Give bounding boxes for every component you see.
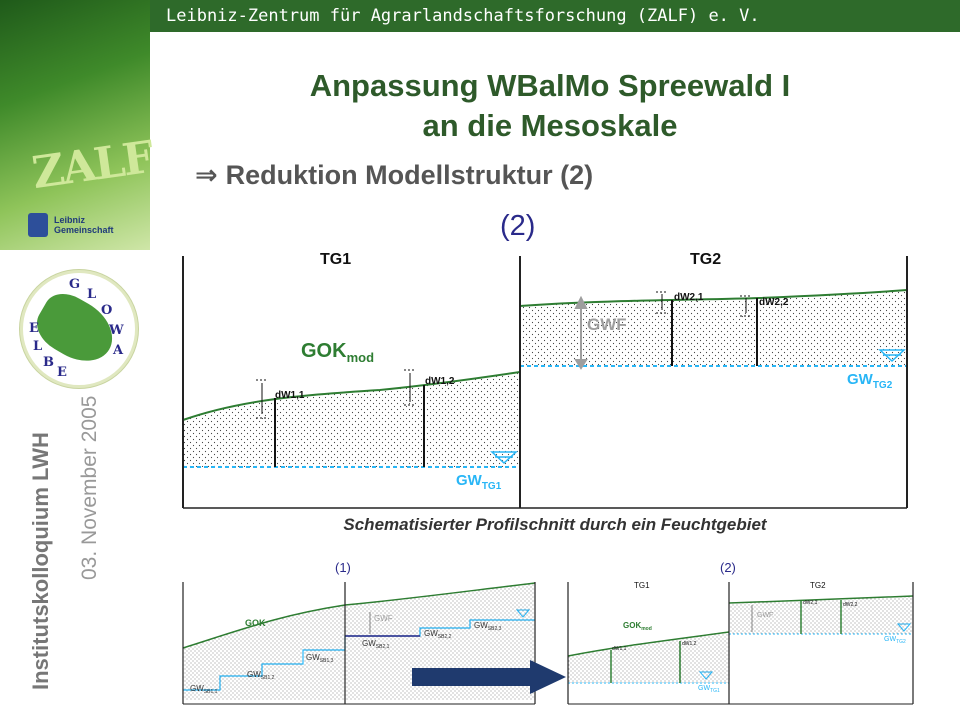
sidebar: ZALF Leibniz Gemeinschaft G L O W A E L … bbox=[0, 0, 155, 720]
dw21-label: dW2,1 bbox=[674, 292, 704, 303]
thumb2-gw-tg2: GWTG2 bbox=[884, 636, 906, 645]
leibniz-mark-icon bbox=[28, 213, 48, 237]
leibniz-logo: Leibniz Gemeinschaft bbox=[28, 213, 138, 243]
glowa-letter: G bbox=[69, 277, 81, 292]
tg1-soil-area bbox=[183, 372, 520, 467]
transition-arrow-icon bbox=[412, 660, 566, 694]
subtitle-text: Reduktion Modellstruktur (2) bbox=[225, 160, 594, 190]
gw-tg2-main: GW bbox=[847, 371, 874, 388]
subtitle: ⇒ Reduktion Modellstruktur (2) bbox=[195, 160, 593, 191]
thumb1-gw-6-main: GW bbox=[474, 621, 488, 630]
thumb2-gw-tg2-sub: TG2 bbox=[896, 639, 906, 645]
tg2-ground-surface bbox=[519, 289, 908, 307]
thumb1-label: (1) bbox=[335, 560, 351, 575]
tg1-ground-surface bbox=[182, 371, 521, 421]
diagram-caption: Schematisierter Profilschnitt durch ein … bbox=[343, 515, 767, 534]
dw12-marker bbox=[404, 369, 416, 406]
thumb2-gwf: GWF bbox=[757, 612, 773, 619]
thumb1-gw-1-sub: SB1,1 bbox=[204, 689, 218, 695]
tg2-label: TG2 bbox=[690, 251, 721, 268]
thumb2-gok: GOKmod bbox=[623, 621, 652, 632]
thumb2-tg1: TG1 bbox=[634, 581, 650, 590]
page-title: Anpassung WBalMo Spreewald I an die Meso… bbox=[200, 66, 900, 146]
thumb2-gw-tg1: GWTG1 bbox=[698, 685, 720, 694]
gw-tg2-sub: TG2 bbox=[873, 380, 893, 391]
thumb1-gw-1: GWSB1,1 bbox=[190, 684, 218, 695]
thumb1-gw-4: GWSB2,1 bbox=[362, 639, 390, 650]
gw-tg1-sub: TG1 bbox=[482, 481, 502, 492]
elbe-letter: E bbox=[57, 365, 67, 380]
dw21-marker bbox=[656, 291, 668, 314]
gok-label-sub: mod bbox=[347, 350, 375, 365]
thumb1-gw-1-main: GW bbox=[190, 684, 204, 693]
glowa-letter: W bbox=[109, 323, 124, 338]
thumb2-gok-sub: mod bbox=[641, 626, 652, 632]
thumb1-gw-6-sub: SB2,3 bbox=[488, 626, 502, 632]
glowa-letter: A bbox=[113, 343, 124, 358]
gw-tg1-water-level-icon bbox=[490, 451, 518, 465]
tg1-label: TG1 bbox=[320, 251, 351, 268]
thumb1-gwf: GWF bbox=[374, 614, 393, 623]
thumb2-gok-main: GOK bbox=[623, 621, 641, 630]
thumb1-gw-5-main: GW bbox=[424, 629, 438, 638]
thumb2-tg2: TG2 bbox=[810, 581, 826, 590]
thumb1-gw-4-main: GW bbox=[362, 639, 376, 648]
dw22-label: dW2,2 bbox=[759, 297, 789, 308]
tg2-soil-area bbox=[520, 290, 907, 366]
thumb1-gw-2: GWSB1,2 bbox=[247, 670, 275, 681]
thumb1-gw-3-main: GW bbox=[306, 653, 320, 662]
gw-tg1-main: GW bbox=[456, 472, 483, 489]
glowa-letter: O bbox=[101, 303, 113, 318]
thumb1-gw-2-sub: SB1,2 bbox=[261, 675, 275, 681]
thumb2-dw11: dW1,1 bbox=[612, 646, 627, 652]
zalf-logo-panel: ZALF Leibniz Gemeinschaft bbox=[0, 0, 155, 250]
thumb1-gw-3: GWSB1,3 bbox=[306, 653, 334, 664]
implies-arrow-icon: ⇒ bbox=[195, 160, 218, 191]
thumb1-gw-5-sub: SB2,2 bbox=[438, 634, 452, 640]
leibniz-line2: Gemeinschaft bbox=[54, 225, 114, 235]
dw12-label: dW1,2 bbox=[425, 376, 455, 387]
dw11-marker bbox=[256, 379, 268, 419]
glowa-elbe-logo: G L O W A E L B E bbox=[20, 270, 138, 388]
thumb2-label: (2) bbox=[720, 560, 736, 575]
thumb1-gw-5: GWSB2,2 bbox=[424, 629, 452, 640]
leibniz-line1: Leibniz bbox=[54, 215, 85, 225]
thumb1-gw-6: GWSB2,3 bbox=[474, 621, 502, 632]
thumb2-dw12: dW1,2 bbox=[682, 641, 697, 647]
thumb1-gw-4-sub: SB2,1 bbox=[376, 644, 390, 650]
gwf-label: GWF bbox=[587, 315, 627, 334]
thumb2-gw-tg2-main: GW bbox=[884, 636, 896, 643]
gwf-arrow bbox=[574, 295, 588, 370]
thumb1-gok: GOK bbox=[245, 618, 266, 628]
gw-tg1-label: GWTG1 bbox=[456, 472, 502, 492]
dw22-marker bbox=[740, 295, 752, 317]
institute-header: Leibniz-Zentrum für Agrarlandschaftsfors… bbox=[150, 0, 960, 32]
title-line1: Anpassung WBalMo Spreewald I bbox=[309, 68, 791, 103]
dw11-label: dW1,1 bbox=[275, 390, 305, 401]
elbe-letter: E bbox=[29, 321, 39, 336]
gok-label: GOKmod bbox=[301, 340, 374, 365]
gw-tg2-label: GWTG2 bbox=[847, 371, 893, 391]
thumbnail-2: (2) TG1 TG2 GOKmod GWF dW1,1 dW1,2 dW2,1… bbox=[567, 560, 914, 705]
part-label: (2) bbox=[500, 210, 536, 242]
thumb2-dw21: dW2,1 bbox=[803, 600, 818, 606]
thumb2-gw-tg1-main: GW bbox=[698, 685, 710, 692]
elbe-letter: B bbox=[43, 355, 54, 370]
thumb2-dw22: dW2,2 bbox=[843, 602, 858, 608]
thumb1-gw-2-main: GW bbox=[247, 670, 261, 679]
gw-tg2-water-level-icon bbox=[878, 349, 906, 363]
thumb1-gw-3-sub: SB1,3 bbox=[320, 658, 334, 664]
gok-label-main: GOK bbox=[301, 340, 347, 362]
glowa-letter: L bbox=[87, 287, 97, 302]
title-line2: an die Mesoskale bbox=[422, 108, 678, 143]
elbe-letter: L bbox=[33, 339, 43, 354]
thumb2-gw-tg1-sub: TG1 bbox=[710, 688, 720, 694]
